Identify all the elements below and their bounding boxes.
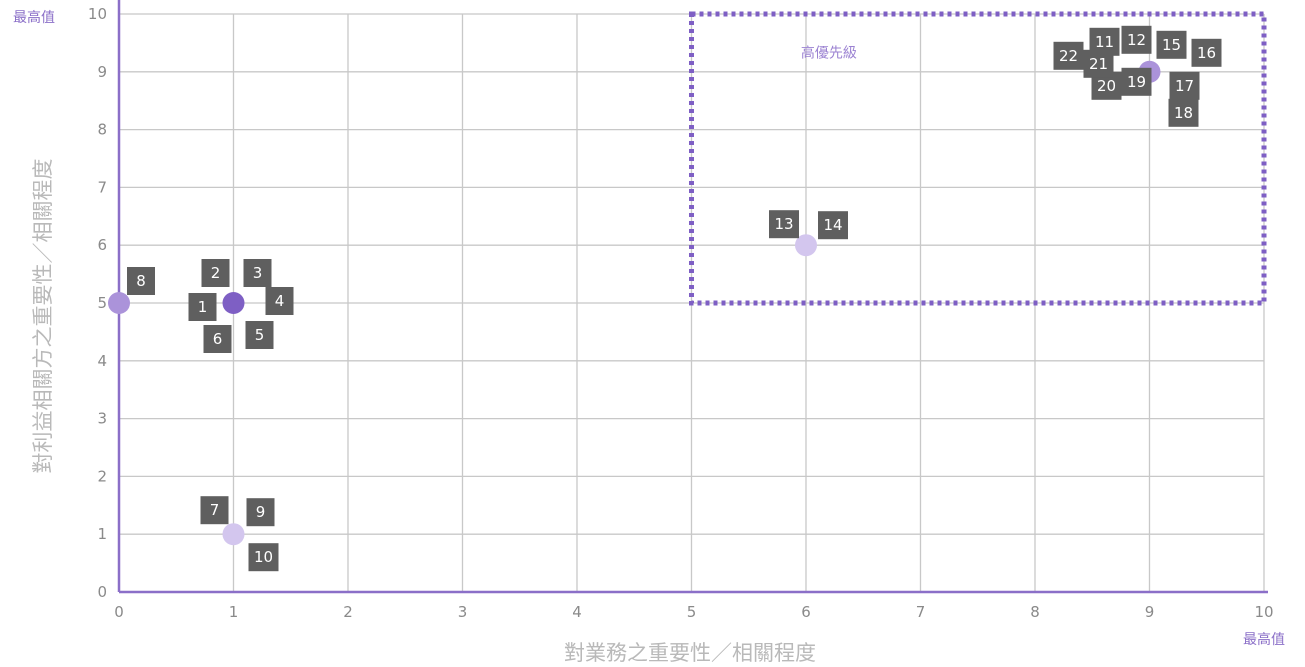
y-tick-label: 10 xyxy=(88,5,107,23)
label-box xyxy=(188,293,217,321)
x-tick-label: 0 xyxy=(114,603,124,621)
label-number: 1 xyxy=(198,298,208,316)
point-label-5: 5 xyxy=(245,321,274,349)
y-tick-label: 8 xyxy=(97,121,107,139)
label-number: 22 xyxy=(1059,47,1078,65)
label-box xyxy=(769,210,799,239)
high-priority-box xyxy=(689,11,1267,306)
label-box xyxy=(1169,71,1200,100)
x-tick-label: 7 xyxy=(916,603,926,621)
label-number: 9 xyxy=(256,503,266,521)
label-box xyxy=(1121,67,1152,96)
y-tick-label: 6 xyxy=(97,236,107,254)
y-tick-label: 0 xyxy=(97,583,107,601)
label-number: 7 xyxy=(210,501,220,519)
point-label-1: 1 xyxy=(188,293,217,321)
y-tick-label: 9 xyxy=(97,63,107,81)
point-label-13: 13 xyxy=(769,210,799,239)
label-box xyxy=(203,325,232,353)
label-box xyxy=(246,498,275,527)
label-number: 3 xyxy=(253,264,263,282)
point-label-14: 14 xyxy=(818,211,848,240)
data-point-4 xyxy=(795,234,817,257)
x-tick-label: 3 xyxy=(458,603,468,621)
label-number: 21 xyxy=(1089,55,1108,73)
point-label-3: 3 xyxy=(243,259,272,287)
point-label-16: 16 xyxy=(1191,38,1222,67)
x-tick-label: 4 xyxy=(572,603,582,621)
label-number: 6 xyxy=(213,330,223,348)
label-box xyxy=(243,259,272,287)
label-box xyxy=(245,321,274,349)
label-box xyxy=(1121,25,1152,54)
point-label-17: 17 xyxy=(1169,71,1200,100)
point-label-8: 8 xyxy=(127,267,155,295)
label-number: 19 xyxy=(1127,73,1146,91)
point-label-2: 2 xyxy=(201,259,230,287)
point-label-18: 18 xyxy=(1168,98,1199,127)
point-label-10: 10 xyxy=(248,543,279,572)
y-axis-title: 對利益相關方之重要性／相關程度 xyxy=(31,159,55,474)
label-box xyxy=(200,496,229,525)
x-max-label: 最高值 xyxy=(1243,631,1285,648)
label-number: 5 xyxy=(255,326,265,344)
y-tick-label: 7 xyxy=(97,178,107,196)
label-number: 17 xyxy=(1175,77,1194,95)
y-max-label: 最高值 xyxy=(13,9,55,26)
label-number: 4 xyxy=(275,292,285,310)
y-tick-label: 1 xyxy=(97,525,107,543)
label-number: 12 xyxy=(1127,31,1146,49)
y-tick-label: 2 xyxy=(97,467,107,485)
label-number: 13 xyxy=(774,215,793,233)
point-label-12: 12 xyxy=(1121,25,1152,54)
label-number: 14 xyxy=(823,216,842,234)
x-tick-label: 5 xyxy=(687,603,697,621)
label-number: 15 xyxy=(1162,36,1181,54)
label-box xyxy=(1168,98,1199,127)
y-tick-label: 3 xyxy=(97,410,107,428)
label-number: 2 xyxy=(211,264,221,282)
x-tick-label: 2 xyxy=(343,603,353,621)
point-label-7: 7 xyxy=(200,496,229,525)
point-label-21: 21 xyxy=(1083,49,1114,78)
label-number: 11 xyxy=(1095,33,1114,51)
high-priority-label: 高優先級 xyxy=(801,44,857,61)
point-label-15: 15 xyxy=(1156,30,1187,59)
point-label-11: 11 xyxy=(1089,27,1120,56)
data-point-3 xyxy=(108,292,130,314)
data-point-1 xyxy=(222,292,245,314)
label-number: 18 xyxy=(1174,104,1193,122)
x-tick-label: 9 xyxy=(1145,603,1155,621)
y-tick-label: 5 xyxy=(97,294,107,312)
point-label-4: 4 xyxy=(265,287,294,315)
label-box xyxy=(201,259,230,287)
label-box xyxy=(1083,49,1114,78)
x-tick-label: 10 xyxy=(1254,603,1273,621)
data-point-2 xyxy=(222,523,245,546)
point-label-9: 9 xyxy=(246,498,275,527)
x-tick-label: 8 xyxy=(1030,603,1040,621)
label-number: 8 xyxy=(136,272,146,290)
point-label-22: 22 xyxy=(1053,41,1084,70)
y-tick-label: 4 xyxy=(97,352,107,370)
label-box xyxy=(127,267,155,295)
x-tick-label: 1 xyxy=(229,603,239,621)
x-axis-title: 對業務之重要性／相關程度 xyxy=(564,641,816,665)
label-box xyxy=(248,543,279,572)
label-number: 20 xyxy=(1097,77,1116,95)
label-box xyxy=(1156,30,1187,59)
label-box xyxy=(818,211,848,240)
label-box xyxy=(1053,41,1084,70)
label-number: 10 xyxy=(254,548,273,566)
x-tick-label: 6 xyxy=(801,603,811,621)
label-box xyxy=(1191,38,1222,67)
label-box xyxy=(265,287,294,315)
label-number: 16 xyxy=(1197,44,1216,62)
point-label-6: 6 xyxy=(203,325,232,353)
high-priority-region: 高優先級 xyxy=(689,11,1267,306)
point-label-19: 19 xyxy=(1121,67,1152,96)
